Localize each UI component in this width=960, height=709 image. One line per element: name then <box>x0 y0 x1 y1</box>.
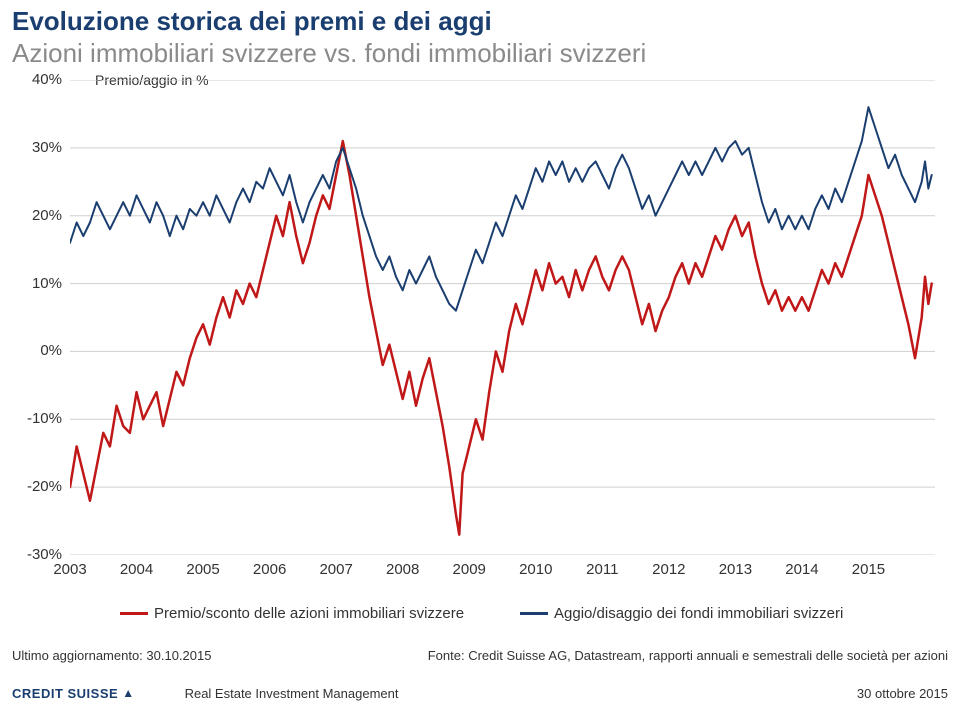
x-tick-label: 2007 <box>319 561 352 578</box>
y-tick-label: 30% <box>12 139 62 156</box>
y-tick-label: -20% <box>12 478 62 495</box>
legend-swatch-icon <box>520 612 548 615</box>
x-tick-label: 2006 <box>253 561 286 578</box>
x-tick-label: 2012 <box>652 561 685 578</box>
y-tick-label: 10% <box>12 275 62 292</box>
legend-item-series-b: Aggio/disaggio dei fondi immobiliari svi… <box>520 605 843 622</box>
x-tick-label: 2014 <box>785 561 818 578</box>
x-tick-label: 2015 <box>852 561 885 578</box>
legend-label: Premio/sconto delle azioni immobiliari s… <box>154 605 464 622</box>
y-tick-label: 0% <box>12 342 62 359</box>
x-tick-label: 2013 <box>719 561 752 578</box>
y-tick-label: -10% <box>12 410 62 427</box>
legend-label: Aggio/disaggio dei fondi immobiliari svi… <box>554 605 843 622</box>
page-title: Evoluzione storica dei premi e dei aggi <box>12 6 492 37</box>
x-tick-label: 2010 <box>519 561 552 578</box>
x-tick-label: 2009 <box>453 561 486 578</box>
footer-date: 30 ottobre 2015 <box>857 686 948 701</box>
logo-text: CREDIT SUISSE <box>12 686 118 701</box>
x-tick-label: 2008 <box>386 561 419 578</box>
x-tick-label: 2005 <box>186 561 219 578</box>
footer-update-date: Ultimo aggiornamento: 30.10.2015 <box>12 648 211 663</box>
x-tick-label: 2011 <box>586 561 618 578</box>
x-tick-label: 2003 <box>53 561 86 578</box>
x-tick-label: 2004 <box>120 561 153 578</box>
y-tick-label: 20% <box>12 207 62 224</box>
legend-item-series-a: Premio/sconto delle azioni immobiliari s… <box>120 605 464 622</box>
y-tick-label: 40% <box>12 71 62 88</box>
legend-swatch-icon <box>120 612 148 615</box>
logo-icon: ▲ <box>122 686 134 700</box>
page-subtitle: Azioni immobiliari svizzere vs. fondi im… <box>12 38 646 69</box>
line-chart <box>70 80 935 555</box>
brand-logo: CREDIT SUISSE ▲ <box>12 686 135 701</box>
footer-department: Real Estate Investment Management <box>135 686 857 701</box>
bottom-bar: CREDIT SUISSE ▲ Real Estate Investment M… <box>0 677 960 709</box>
footer-source: Fonte: Credit Suisse AG, Datastream, rap… <box>428 648 948 663</box>
